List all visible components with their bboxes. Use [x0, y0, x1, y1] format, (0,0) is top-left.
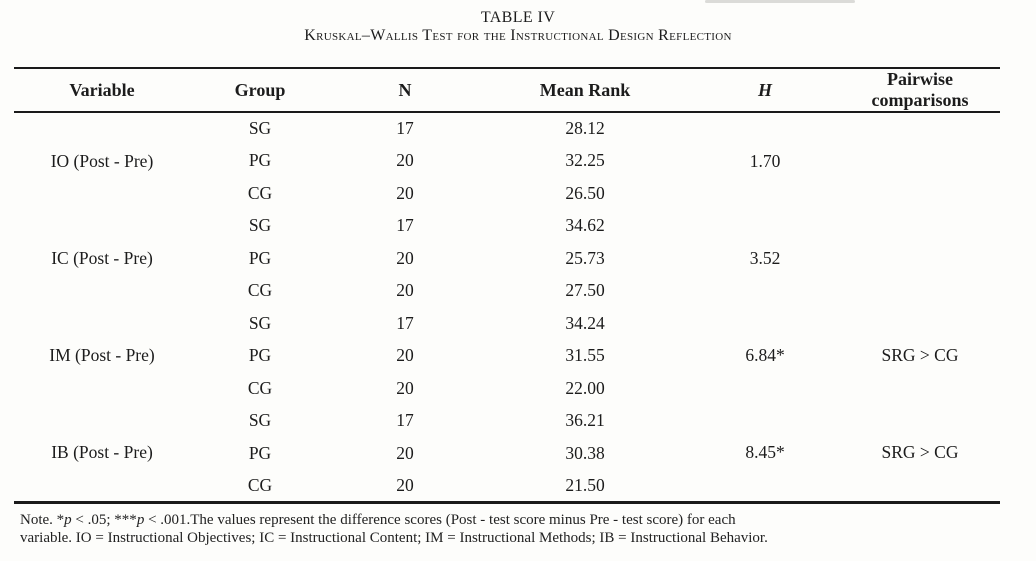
- group-cell: CG: [247, 182, 273, 203]
- table-row: PG 20 25.73: [14, 242, 1000, 275]
- kruskal-wallis-table: Variable Group N Mean Rank H Pairwise co…: [14, 67, 1000, 504]
- n-cell: 20: [396, 247, 414, 268]
- col-header-pairwise: Pairwise comparisons: [840, 68, 1000, 112]
- mean-rank-cell: 30.38: [565, 442, 605, 463]
- group-cell: CG: [247, 280, 273, 301]
- table-row: CG 20 26.50: [14, 177, 1000, 210]
- n-cell: 17: [396, 312, 414, 333]
- variable-cell: IM (Post - Pre): [49, 345, 155, 366]
- pairwise-cell: SRG > CG: [881, 345, 959, 366]
- mean-rank-cell: 21.50: [565, 474, 605, 495]
- group-cell: CG: [247, 474, 273, 495]
- mean-rank-cell: 22.00: [565, 377, 605, 398]
- n-cell: 20: [396, 442, 414, 463]
- table-row: CG 20 27.50: [14, 275, 1000, 308]
- table-row: PG 20 32.25: [14, 145, 1000, 178]
- pairwise-cell: SRG > CG: [881, 442, 959, 462]
- note-p-symbol: p: [136, 511, 145, 528]
- table-row: IB (Post - Pre) SG 17 36.21 8.45* SRG > …: [14, 405, 1000, 462]
- n-cell: 17: [396, 215, 414, 236]
- note-text: Note. *: [20, 511, 65, 528]
- group-cell: SG: [248, 215, 272, 236]
- group-cell: CG: [247, 377, 273, 398]
- table-number: TABLE IV: [480, 9, 556, 26]
- mean-rank-cell: 34.24: [565, 312, 605, 333]
- n-cell: 20: [396, 182, 414, 203]
- table-row: CG 20 22.00: [14, 372, 1000, 405]
- pairwise-cell: [840, 210, 1000, 308]
- table-row: IO (Post - Pre) SG 17 28.12 1.70: [14, 112, 1000, 171]
- col-header-group: Group: [234, 79, 286, 100]
- table-caption: TABLE IV Kruskal–Wallis Test for the Ins…: [0, 0, 1036, 45]
- mean-rank-cell: 32.25: [565, 150, 605, 171]
- mean-rank-cell: 26.50: [565, 182, 605, 203]
- n-cell: 20: [396, 150, 414, 171]
- h-cell: 6.84*: [745, 345, 785, 366]
- table-row: CG 20 21.50: [14, 470, 1000, 503]
- group-cell: PG: [248, 345, 272, 366]
- table-row: PG 20 30.38: [14, 437, 1000, 470]
- table-row: IM (Post - Pre) SG 17 34.24 6.84* SRG > …: [14, 307, 1000, 366]
- note-line-2: variable. IO = Instructional Objectives;…: [20, 529, 768, 546]
- h-cell: 1.70: [749, 150, 781, 171]
- note-text: < .001.The values represent the differen…: [144, 511, 736, 528]
- n-cell: 17: [396, 410, 414, 431]
- h-cell: 8.45*: [745, 442, 785, 462]
- group-cell: SG: [248, 312, 272, 333]
- col-header-h: H: [757, 79, 772, 100]
- group-cell: SG: [248, 410, 272, 431]
- group-cell: SG: [248, 118, 272, 139]
- table-note: Note. *p < .05; ***p < .001.The values r…: [20, 511, 1036, 547]
- mean-rank-cell: 31.55: [565, 345, 605, 366]
- mean-rank-cell: 36.21: [565, 410, 605, 431]
- pairwise-header-line1: Pairwise: [887, 69, 953, 89]
- variable-cell: IC (Post - Pre): [51, 247, 153, 268]
- variable-cell: IB (Post - Pre): [51, 442, 153, 462]
- col-header-n: N: [398, 79, 412, 100]
- note-p-symbol: p: [64, 511, 72, 528]
- group-cell: PG: [248, 247, 272, 268]
- group-cell: PG: [248, 442, 272, 463]
- note-line-1: Note. *p < .05; ***p < .001.The values r…: [20, 511, 1036, 529]
- table-title: Kruskal–Wallis Test for the Instructiona…: [304, 27, 732, 44]
- header-row: Variable Group N Mean Rank H Pairwise co…: [14, 68, 1000, 112]
- n-cell: 17: [396, 118, 414, 139]
- note-text: < .05; ***: [71, 511, 137, 528]
- col-header-variable: Variable: [69, 79, 135, 100]
- mean-rank-cell: 34.62: [565, 215, 605, 236]
- n-cell: 20: [396, 345, 414, 366]
- mean-rank-cell: 27.50: [565, 280, 605, 301]
- scan-artifact: [705, 0, 855, 3]
- variable-cell: IO (Post - Pre): [50, 150, 154, 171]
- col-header-mean-rank: Mean Rank: [539, 79, 631, 100]
- pairwise-cell: [840, 112, 1000, 210]
- mean-rank-cell: 28.12: [565, 118, 605, 139]
- group-cell: PG: [248, 150, 272, 171]
- table-row: PG 20 31.55: [14, 340, 1000, 373]
- h-cell: 3.52: [749, 247, 781, 268]
- n-cell: 20: [396, 377, 414, 398]
- n-cell: 20: [396, 280, 414, 301]
- mean-rank-cell: 25.73: [565, 247, 605, 268]
- pairwise-header-line2: comparisons: [871, 90, 969, 110]
- table-row: IC (Post - Pre) SG 17 34.62 3.52: [14, 210, 1000, 268]
- n-cell: 20: [396, 474, 414, 495]
